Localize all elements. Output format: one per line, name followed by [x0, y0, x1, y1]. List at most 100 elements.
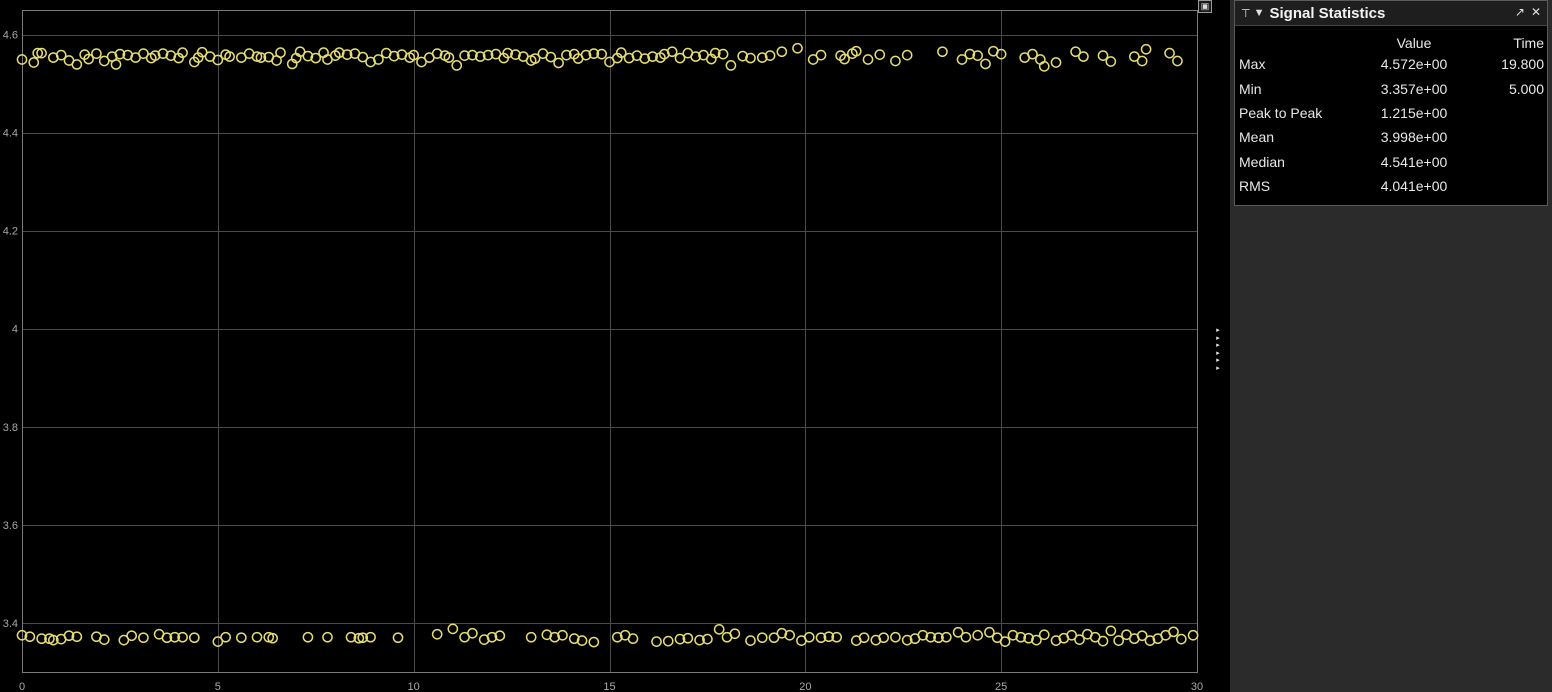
- data-point: [1105, 56, 1117, 67]
- stat-value: 4.541e+00: [1380, 153, 1448, 170]
- data-point: [36, 47, 47, 59]
- x-tick-label: 25: [995, 681, 1007, 692]
- data-point: [580, 49, 592, 61]
- data-point: [768, 632, 780, 644]
- data-point: [392, 632, 404, 644]
- data-point: [373, 54, 384, 65]
- data-point: [98, 55, 110, 67]
- data-point: [702, 633, 713, 645]
- plot-frame: [22, 10, 1198, 673]
- data-point: [658, 48, 670, 60]
- data-point: [1066, 629, 1078, 641]
- x-tick-label: 0: [19, 681, 25, 692]
- data-point: [1144, 635, 1156, 646]
- data-point: [255, 52, 267, 63]
- data-point: [717, 48, 729, 60]
- data-point: [71, 631, 83, 643]
- data-point: [1128, 51, 1140, 62]
- data-point: [925, 631, 937, 643]
- data-point: [494, 630, 506, 642]
- data-point: [110, 59, 122, 70]
- data-point: [870, 634, 882, 646]
- plot-panel[interactable]: 0 5 10 15 20 25 30 3.4 3.6 3.8 4 4.2 4.4 4.6 ▣ ▸ ▸ ▸ ▸ ▸ ▸: [0, 0, 1230, 692]
- data-point: [694, 634, 705, 646]
- stat-name: Min: [1239, 80, 1262, 97]
- data-point: [1136, 55, 1148, 67]
- data-point: [98, 634, 110, 645]
- data-point: [1070, 46, 1081, 58]
- stat-name: RMS: [1239, 178, 1271, 195]
- stat-name: Median: [1239, 153, 1285, 170]
- data-point: [1050, 635, 1062, 646]
- data-point: [1078, 51, 1089, 62]
- column-header-name: [1235, 34, 1354, 52]
- stats-table: Value Time Max 4.572e+00 19.800 Min 3.35…: [1235, 34, 1544, 198]
- data-point: [933, 632, 944, 644]
- table-row: Min 3.357e+00 5.000: [1235, 76, 1544, 100]
- data-point: [91, 48, 102, 59]
- data-point: [345, 631, 357, 643]
- data-point: [294, 46, 306, 58]
- y-tick-label: 3.6: [3, 520, 18, 532]
- data-point: [1172, 55, 1183, 67]
- y-tick-label: 4.6: [3, 30, 18, 42]
- data-point: [639, 53, 651, 64]
- data-point: [55, 49, 67, 61]
- data-point: [188, 632, 200, 644]
- data-point: [28, 57, 40, 68]
- panel-splitter-handle[interactable]: ▸ ▸ ▸ ▸ ▸ ▸: [1216, 327, 1220, 372]
- data-point: [839, 53, 850, 65]
- restore-layout-button[interactable]: ▣: [1198, 0, 1212, 13]
- data-point: [690, 51, 702, 62]
- data-point: [1031, 634, 1042, 646]
- data-point: [917, 629, 929, 641]
- data-point: [333, 47, 345, 59]
- data-point: [615, 47, 627, 59]
- column-header-time: Time: [1513, 35, 1544, 51]
- data-point: [467, 49, 478, 61]
- y-tick-label: 3.4: [3, 618, 18, 630]
- pin-icon[interactable]: ⊤: [1241, 7, 1251, 20]
- data-point: [960, 631, 972, 643]
- data-point: [1050, 57, 1062, 68]
- data-point: [784, 629, 796, 641]
- data-point: [1175, 633, 1187, 645]
- data-point: [1164, 47, 1175, 59]
- data-point: [63, 630, 75, 642]
- data-point: [611, 631, 623, 643]
- data-point: [365, 56, 376, 68]
- data-point: [557, 629, 568, 641]
- data-point: [24, 631, 36, 643]
- data-point: [71, 59, 83, 70]
- column-header-value: Value: [1396, 35, 1432, 51]
- data-point: [388, 50, 400, 62]
- data-point: [972, 50, 984, 61]
- data-point: [157, 48, 169, 59]
- scatter-plot[interactable]: 0 5 10 15 20 25 30 3.4 3.6 3.8 4 4.2 4.4 4.6: [0, 0, 1230, 692]
- data-point: [1140, 43, 1152, 55]
- stats-panel-title: Signal Statistics: [1269, 4, 1386, 22]
- data-point: [901, 634, 913, 646]
- dropdown-triangle-icon[interactable]: ▼: [1253, 7, 1265, 19]
- close-icon[interactable]: ✕: [1530, 5, 1541, 19]
- data-point: [486, 631, 498, 643]
- data-point: [737, 50, 749, 62]
- data-point: [1097, 635, 1109, 647]
- table-row: RMS 4.041e+00: [1235, 174, 1544, 198]
- data-point: [815, 632, 827, 644]
- data-point: [588, 48, 600, 59]
- stat-time: [1474, 174, 1544, 198]
- stat-time: 19.800: [1501, 56, 1544, 73]
- x-tick-label: 20: [799, 681, 811, 692]
- data-point: [874, 49, 886, 60]
- data-point: [541, 629, 553, 641]
- data-point: [1074, 634, 1085, 645]
- data-point: [792, 42, 803, 54]
- data-point: [443, 52, 455, 63]
- data-point: [995, 48, 1007, 60]
- data-point: [666, 46, 678, 58]
- data-point: [1097, 50, 1109, 61]
- data-point: [745, 52, 756, 64]
- data-point: [647, 51, 658, 62]
- undock-icon[interactable]: ↗: [1514, 5, 1525, 19]
